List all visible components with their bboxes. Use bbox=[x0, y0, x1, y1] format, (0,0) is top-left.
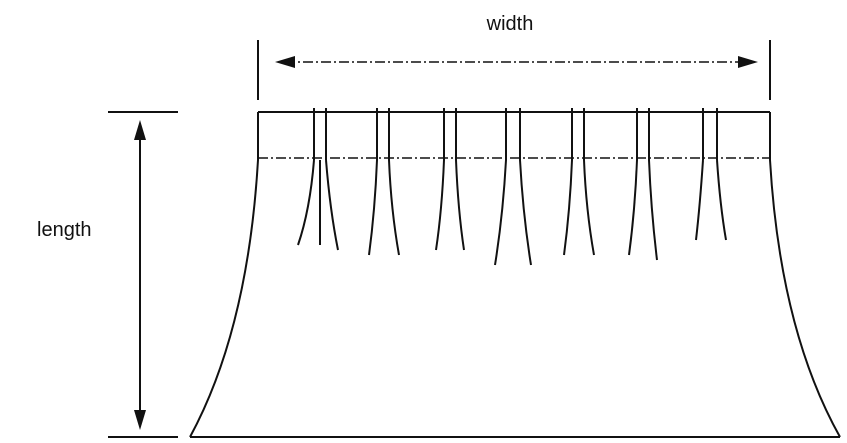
width-label: width bbox=[486, 13, 534, 35]
curtain bbox=[189, 111, 841, 438]
pleats bbox=[297, 108, 727, 266]
length-dimension bbox=[108, 111, 178, 438]
width-dimension bbox=[257, 40, 771, 100]
length-label: length bbox=[37, 219, 92, 241]
